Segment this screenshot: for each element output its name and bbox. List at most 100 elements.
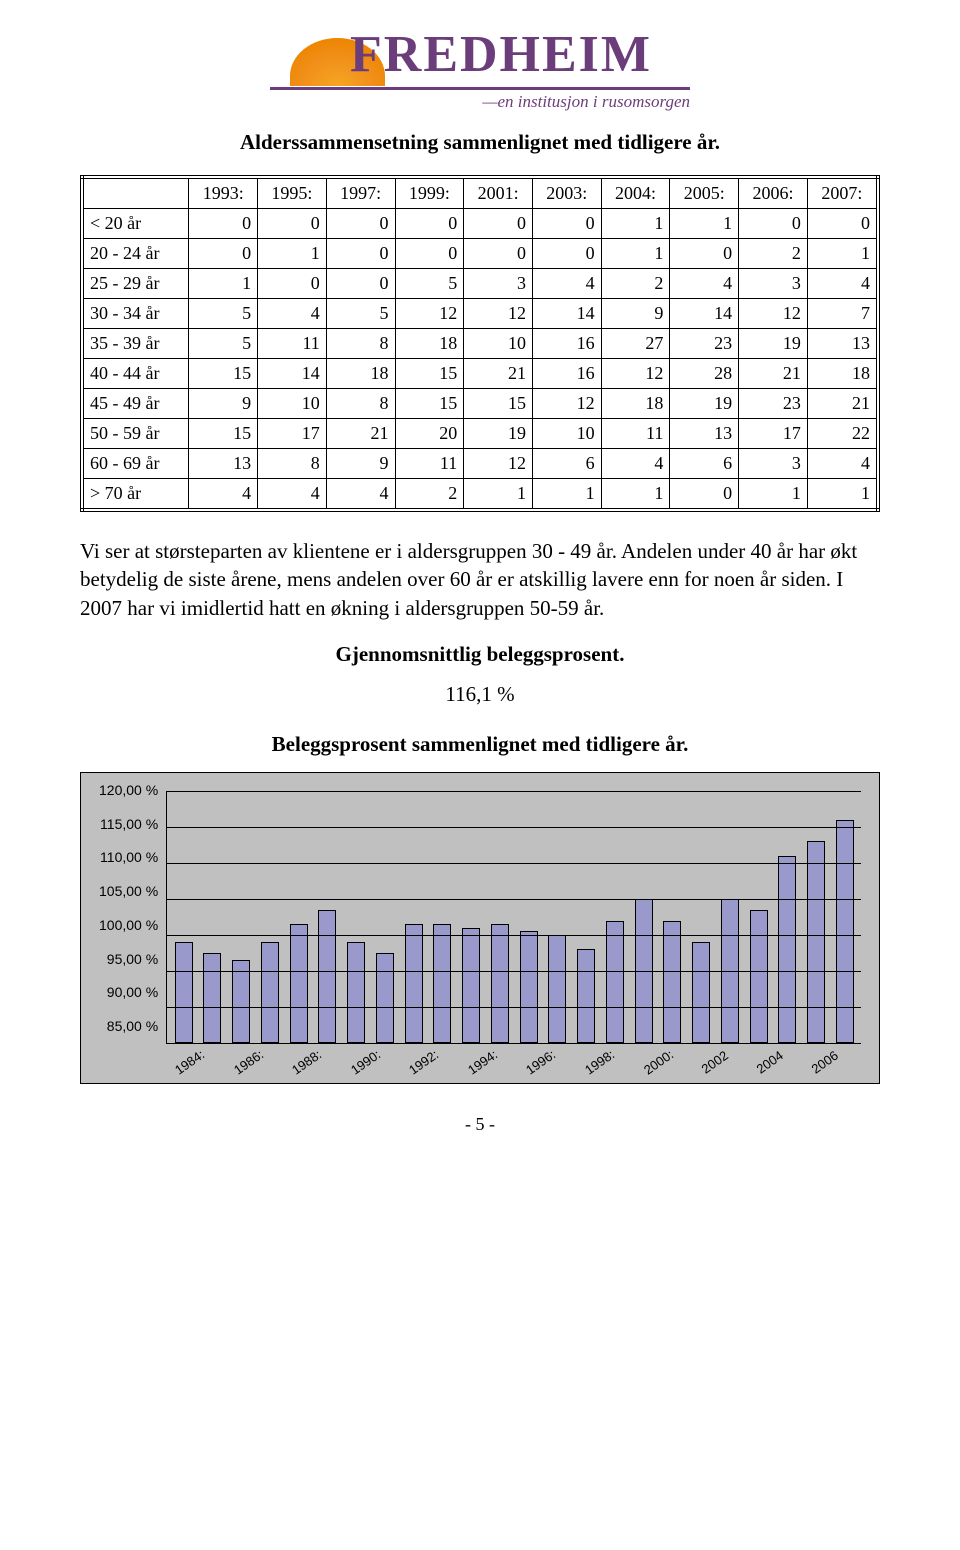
chart-gridline — [167, 1007, 861, 1008]
table-cell: 14 — [532, 299, 601, 329]
table-cell: 4 — [532, 269, 601, 299]
table-header-cell: 2006: — [739, 177, 808, 209]
chart-bar — [520, 931, 538, 1043]
chart-bar-slot — [658, 791, 687, 1043]
chart-bar-slot — [773, 791, 802, 1043]
table-cell: 16 — [532, 329, 601, 359]
chart-bar — [606, 921, 624, 1043]
chart-x-tick: 1994: — [465, 1047, 500, 1078]
chart-bar-slot — [428, 791, 457, 1043]
table-cell: 17 — [739, 419, 808, 449]
chart-bar-slot — [227, 791, 256, 1043]
table-cell: 14 — [258, 359, 327, 389]
table-cell: 1 — [739, 479, 808, 511]
table-row-label: 60 - 69 år — [82, 449, 189, 479]
table-cell: 19 — [464, 419, 533, 449]
logo-tagline: —en institusjon i rusomsorgen — [482, 92, 690, 112]
table-cell: 21 — [739, 359, 808, 389]
table-cell: 21 — [807, 389, 878, 419]
table-cell: 0 — [326, 209, 395, 239]
chart-bar — [462, 928, 480, 1043]
table-row: 25 - 29 år1005342434 — [82, 269, 878, 299]
table-cell: 15 — [189, 419, 258, 449]
table-cell: 15 — [464, 389, 533, 419]
chart-gridline — [167, 971, 861, 972]
table-cell: 0 — [395, 239, 464, 269]
table-header-cell: 2001: — [464, 177, 533, 209]
table-cell: 5 — [189, 329, 258, 359]
table-row: 35 - 39 år511818101627231913 — [82, 329, 878, 359]
chart-gridline — [167, 791, 861, 792]
table-cell: 9 — [189, 389, 258, 419]
table-header-cell: 2004: — [601, 177, 670, 209]
table-row: 40 - 44 år15141815211612282118 — [82, 359, 878, 389]
table-cell: 1 — [532, 479, 601, 511]
chart-bar-slot — [169, 791, 198, 1043]
table-header-cell: 1997: — [326, 177, 395, 209]
table-cell: 9 — [326, 449, 395, 479]
table-cell: 13 — [670, 419, 739, 449]
chart-bar — [778, 856, 796, 1043]
table-cell: 4 — [189, 479, 258, 511]
chart-bar-slot — [802, 791, 831, 1043]
table-cell: 8 — [258, 449, 327, 479]
table-cell: 14 — [670, 299, 739, 329]
chart-gridline — [167, 899, 861, 900]
table-cell: 0 — [739, 209, 808, 239]
table-cell: 21 — [464, 359, 533, 389]
logo-divider — [270, 87, 690, 90]
table-cell: 5 — [326, 299, 395, 329]
chart-bar-slot — [543, 791, 572, 1043]
chart-bar — [750, 910, 768, 1043]
chart-y-tick: 95,00 % — [107, 951, 158, 967]
table-cell: 12 — [739, 299, 808, 329]
table-header-cell: 2007: — [807, 177, 878, 209]
table-cell: 3 — [739, 269, 808, 299]
chart-y-tick: 85,00 % — [107, 1018, 158, 1034]
chart-bar — [663, 921, 681, 1043]
chart-bar — [376, 953, 394, 1043]
section-title-age: Alderssammensetning sammenlignet med tid… — [80, 130, 880, 155]
chart-bar-slot — [715, 791, 744, 1043]
table-cell: 0 — [464, 209, 533, 239]
chart-y-axis: 120,00 %115,00 %110,00 %105,00 %100,00 %… — [99, 782, 166, 1034]
chart-x-tick: 1996: — [523, 1047, 558, 1078]
table-cell: 5 — [189, 299, 258, 329]
table-cell: 1 — [464, 479, 533, 511]
table-row: 30 - 34 år545121214914127 — [82, 299, 878, 329]
table-cell: 1 — [807, 479, 878, 511]
chart-x-tick: 2000: — [641, 1047, 676, 1078]
table-cell: 0 — [532, 209, 601, 239]
table-cell: 23 — [670, 329, 739, 359]
table-row-label: 25 - 29 år — [82, 269, 189, 299]
table-cell: 18 — [326, 359, 395, 389]
table-header-cell: 1995: — [258, 177, 327, 209]
table-cell: 8 — [326, 329, 395, 359]
table-cell: 18 — [601, 389, 670, 419]
chart-bar — [836, 820, 854, 1043]
chart-x-tick: 1988: — [289, 1047, 324, 1078]
table-cell: 4 — [258, 479, 327, 511]
table-header-cell: 1993: — [189, 177, 258, 209]
table-cell: 1 — [670, 209, 739, 239]
table-cell: 4 — [601, 449, 670, 479]
table-row-label: < 20 år — [82, 209, 189, 239]
chart-bar — [318, 910, 336, 1043]
table-cell: 28 — [670, 359, 739, 389]
chart-y-tick: 90,00 % — [107, 984, 158, 1000]
chart-bar — [548, 935, 566, 1043]
table-cell: 6 — [670, 449, 739, 479]
chart-bar-slot — [514, 791, 543, 1043]
chart-bar — [433, 924, 451, 1043]
table-cell: 15 — [189, 359, 258, 389]
chart-bar-slot — [457, 791, 486, 1043]
table-cell: 6 — [532, 449, 601, 479]
chart-gridline — [167, 935, 861, 936]
chart-bar-slot — [399, 791, 428, 1043]
table-row: 60 - 69 år1389111264634 — [82, 449, 878, 479]
table-cell: 1 — [258, 239, 327, 269]
table-cell: 0 — [258, 269, 327, 299]
table-cell: 18 — [807, 359, 878, 389]
table-cell: 12 — [464, 299, 533, 329]
table-cell: 0 — [464, 239, 533, 269]
